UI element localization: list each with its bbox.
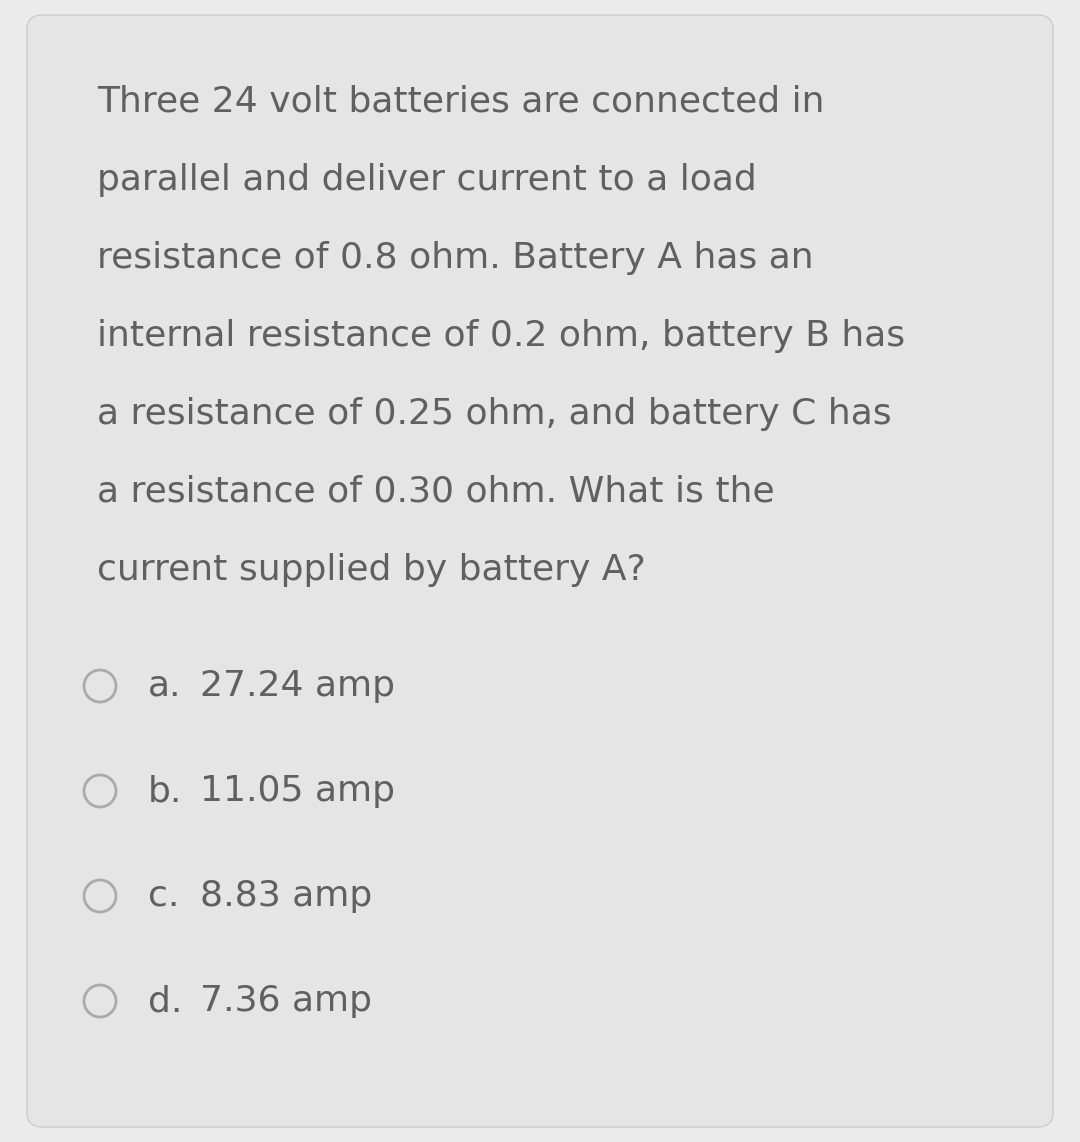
Text: current supplied by battery A?: current supplied by battery A? [97, 553, 646, 587]
Text: 11.05 amp: 11.05 amp [200, 774, 395, 809]
Text: resistance of 0.8 ohm. Battery A has an: resistance of 0.8 ohm. Battery A has an [97, 241, 813, 275]
Text: 7.36 amp: 7.36 amp [200, 984, 372, 1018]
Text: a resistance of 0.25 ohm, and battery C has: a resistance of 0.25 ohm, and battery C … [97, 397, 892, 431]
FancyBboxPatch shape [27, 15, 1053, 1127]
Text: 27.24 amp: 27.24 amp [200, 669, 395, 703]
Text: a resistance of 0.30 ohm. What is the: a resistance of 0.30 ohm. What is the [97, 475, 774, 509]
Text: c.: c. [148, 879, 179, 912]
Text: parallel and deliver current to a load: parallel and deliver current to a load [97, 163, 757, 198]
Text: d.: d. [148, 984, 183, 1018]
Text: 8.83 amp: 8.83 amp [200, 879, 373, 912]
Text: internal resistance of 0.2 ohm, battery B has: internal resistance of 0.2 ohm, battery … [97, 319, 905, 353]
Text: b.: b. [148, 774, 183, 809]
Text: a.: a. [148, 669, 181, 703]
Text: Three 24 volt batteries are connected in: Three 24 volt batteries are connected in [97, 85, 824, 119]
